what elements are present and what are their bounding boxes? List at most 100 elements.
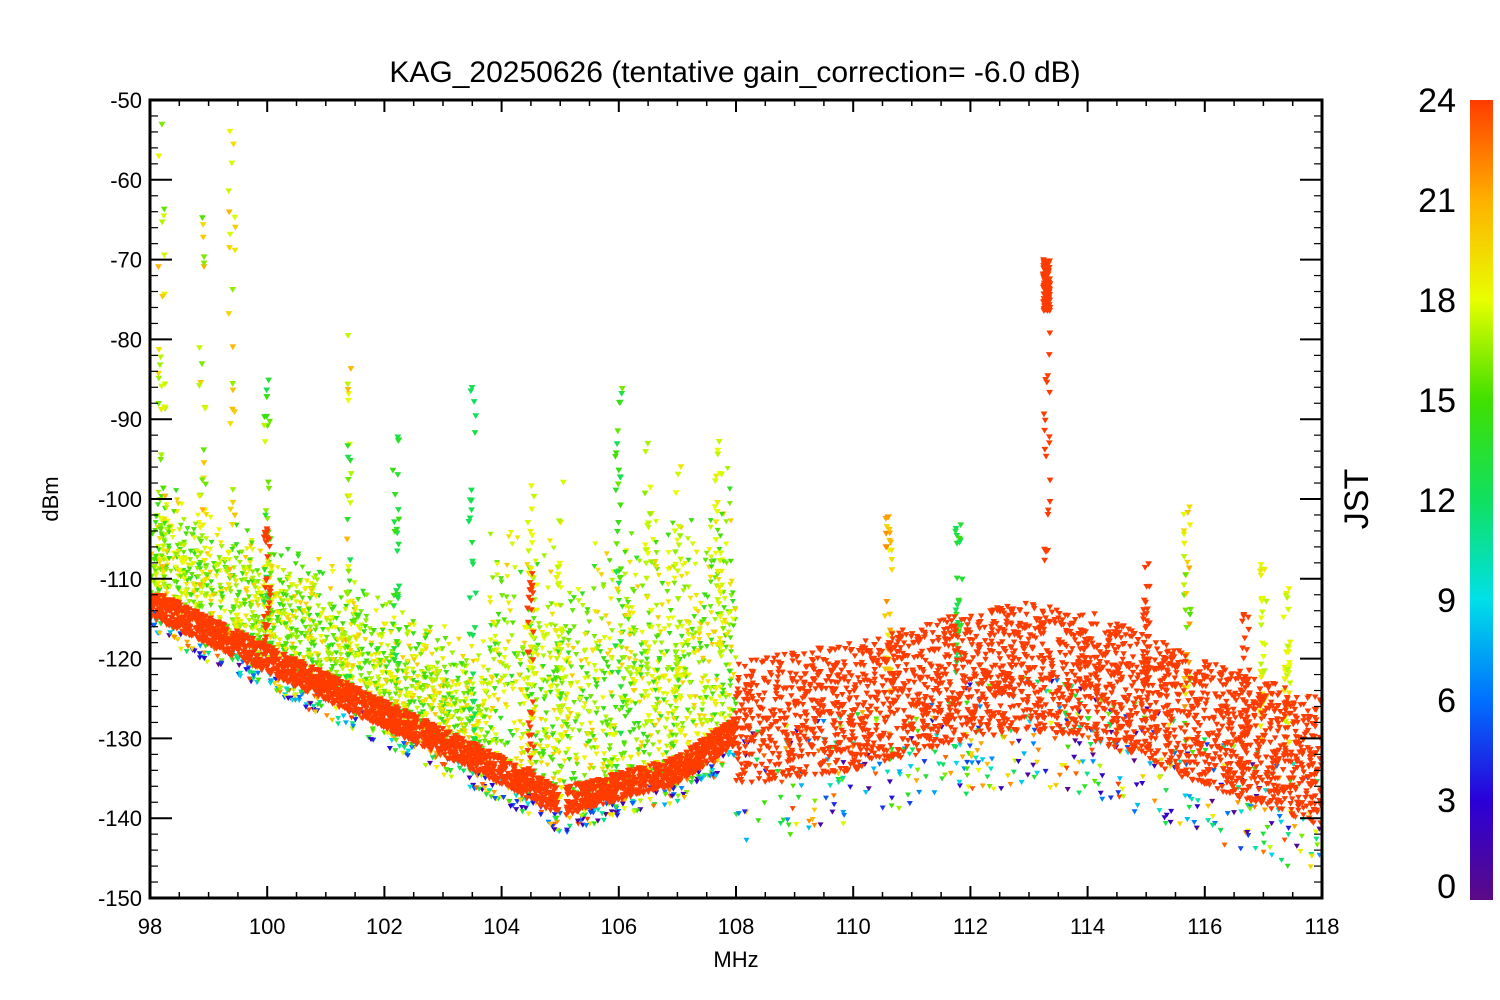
scatter-point [282, 646, 289, 652]
scatter-point [690, 706, 697, 712]
scatter-point [448, 774, 455, 780]
scatter-point [652, 540, 659, 546]
scatter-point [157, 407, 165, 413]
scatter-point [947, 770, 954, 776]
scatter-point [229, 381, 237, 387]
scatter-point [557, 696, 564, 702]
scatter-point [603, 659, 610, 665]
scatter-point [641, 750, 648, 756]
scatter-point [524, 605, 531, 612]
scatter-point [208, 598, 215, 604]
scatter-point [276, 689, 283, 695]
scatter-point [659, 581, 666, 587]
scatter-point [840, 760, 847, 766]
scatter-point [302, 587, 309, 593]
scatter-point [289, 632, 296, 638]
scatter-point [987, 766, 994, 772]
scatter-point [530, 575, 537, 582]
scatter-point [968, 760, 975, 766]
scatter-point [594, 567, 601, 573]
scatter-point [642, 542, 649, 549]
scatter-point [691, 646, 698, 652]
scatter-point [700, 655, 707, 661]
scatter-point [569, 608, 576, 614]
scatter-point [284, 547, 291, 553]
scatter-point [609, 669, 616, 676]
scatter-point [201, 405, 209, 412]
scatter-point [1141, 730, 1148, 737]
scatter-point [525, 693, 532, 700]
scatter-point [666, 623, 673, 629]
scatter-point [227, 589, 234, 595]
scatter-point [1097, 790, 1104, 796]
scatter-point [1041, 557, 1049, 564]
scatter-point [612, 450, 620, 457]
scatter-point [720, 687, 727, 693]
scatter-point [708, 637, 715, 643]
scatter-point [674, 596, 682, 602]
scatter-point [374, 595, 381, 601]
scatter-point [197, 538, 205, 545]
scatter-point [835, 771, 842, 777]
scatter-point [315, 556, 322, 563]
scatter-point [346, 578, 353, 584]
scatter-point [221, 560, 228, 566]
scatter-point [683, 716, 690, 722]
scatter-point [489, 575, 496, 581]
scatter-point [573, 757, 580, 763]
scatter-point [207, 546, 214, 552]
scatter-point [691, 703, 698, 709]
scatter-point [586, 766, 593, 772]
scatter-point [651, 640, 658, 646]
scatter-point [524, 675, 532, 682]
scatter-point [468, 540, 476, 546]
scatter-point [693, 779, 700, 785]
scatter-point [157, 457, 165, 463]
scatter-point [677, 657, 684, 663]
scatter-point [394, 438, 402, 444]
scatter-point [166, 556, 173, 562]
scatter-point [183, 531, 190, 537]
scatter-point [516, 672, 523, 678]
scatter-point [1045, 440, 1053, 447]
scatter-point [720, 559, 727, 565]
scatter-point [198, 215, 206, 222]
scatter-point [197, 380, 205, 386]
scatter-point [498, 579, 505, 585]
scatter-point [757, 743, 764, 749]
scatter-point [666, 631, 673, 637]
scatter-point [565, 716, 572, 722]
scatter-point [1285, 832, 1292, 838]
scatter-point [283, 686, 290, 692]
scatter-point [777, 820, 784, 827]
scatter-point [653, 702, 660, 708]
scatter-point [1161, 815, 1168, 821]
scatter-point [956, 779, 963, 785]
scatter-point [526, 665, 534, 671]
scatter-point [569, 727, 576, 733]
scatter-point [1030, 741, 1037, 747]
scatter-point [715, 439, 723, 445]
scatter-point [1186, 794, 1193, 800]
scatter-point [581, 675, 588, 681]
scatter-point [212, 563, 219, 569]
scatter-point [1047, 720, 1054, 727]
scatter-point [297, 600, 304, 606]
scatter-point [528, 711, 536, 718]
scatter-point [547, 684, 554, 690]
scatter-point [647, 733, 654, 739]
scatter-point [423, 646, 430, 652]
scatter-point [703, 684, 710, 691]
scatter-point [370, 728, 377, 734]
scatter-point [682, 669, 689, 675]
scatter-point [182, 572, 189, 578]
scatter-point [887, 667, 895, 674]
scatter-point [504, 740, 511, 746]
scatter-point [293, 627, 300, 633]
scatter-point [407, 622, 414, 628]
scatter-point [1260, 849, 1267, 855]
scatter-point [388, 737, 395, 744]
scatter-point [953, 760, 960, 767]
scatter-point [1131, 809, 1138, 815]
scatter-point [469, 633, 477, 639]
